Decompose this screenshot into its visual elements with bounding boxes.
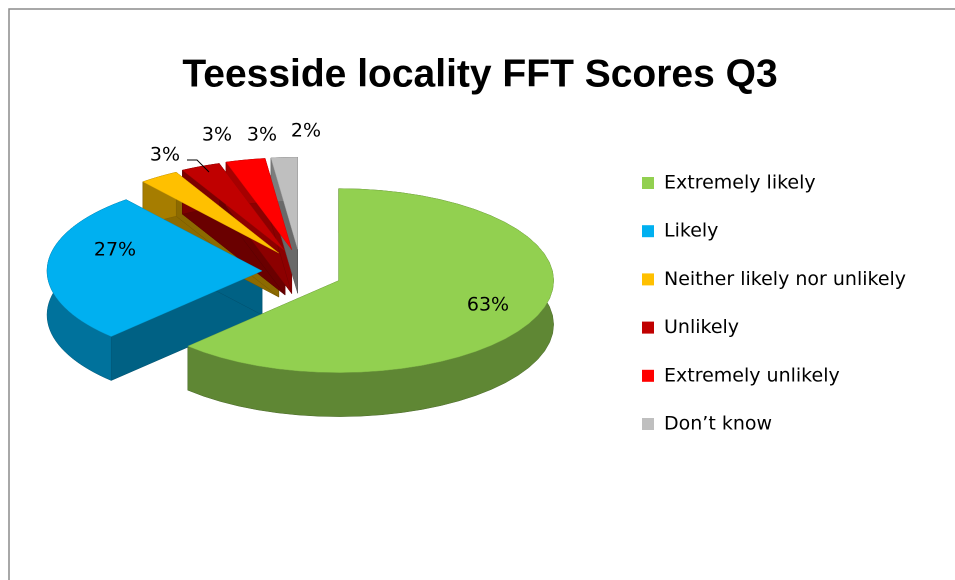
leader-line: [187, 159, 210, 173]
legend-swatch: [642, 369, 654, 382]
slice: [225, 158, 293, 250]
chart-title: Teesside locality FFT Scores Q3: [182, 52, 777, 95]
data-label: 3%: [247, 124, 277, 146]
data-label: 3%: [202, 124, 232, 146]
legend: Extremely likely Likely Neither likely nor…: [642, 172, 906, 435]
legend-label: Neither likely nor unlikely: [664, 268, 906, 290]
slice: [46, 199, 263, 337]
legend-swatch: [642, 418, 654, 430]
slice: [270, 156, 298, 250]
legend-label: Likely: [664, 220, 718, 242]
data-label: 27%: [94, 239, 136, 261]
legend-label: Don’t know: [664, 413, 772, 435]
slice: [187, 188, 554, 373]
pie-tops: [46, 156, 554, 373]
data-label: 2%: [291, 120, 321, 142]
data-label: 3%: [150, 144, 180, 166]
legend-swatch: [642, 177, 654, 189]
data-label: 63%: [467, 294, 509, 316]
legend-swatch: [642, 273, 654, 286]
slice: [181, 163, 286, 252]
legend-swatch: [642, 321, 654, 334]
slice: [142, 171, 279, 254]
legend-label: Unlikely: [664, 316, 739, 338]
legend-label: Extremely likely: [664, 172, 816, 194]
data-labels: 63% 27% 3% 3% 3% 2%: [94, 120, 509, 316]
legend-swatch: [642, 225, 654, 238]
legend-label: Extremely unlikely: [664, 364, 840, 386]
